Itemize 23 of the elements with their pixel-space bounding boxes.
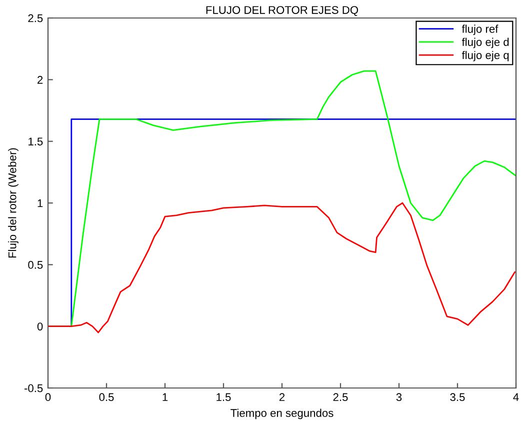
legend-label: flujo eje d <box>462 38 509 48</box>
x-tick-label: 1 <box>162 393 168 401</box>
legend-label: flujo ref <box>462 24 498 36</box>
y-tick-label: 0.5 <box>28 260 43 269</box>
y-tick-label: 1.5 <box>28 138 43 146</box>
y-tick-label: 2 <box>38 76 43 84</box>
legend-label: flujo eje q <box>462 50 509 62</box>
x-tick-label: 3.5 <box>450 393 465 402</box>
y-tick-label: -0.5 <box>24 384 43 392</box>
x-tick-label: 4 <box>513 393 519 401</box>
chart-title: FLUJO DEL ROTOR EJES DQ <box>206 6 358 16</box>
x-tick-label: 0.5 <box>99 393 114 402</box>
y-tick-label: 2.5 <box>28 14 43 22</box>
y-tick-label: 1 <box>38 199 43 208</box>
x-tick-label: 0 <box>45 393 51 402</box>
x-tick-label: 1.5 <box>216 393 231 402</box>
line-series <box>48 202 516 334</box>
y-tick-label: 0 <box>37 322 43 330</box>
y-axis-title: Flujo del rotor (Weber) <box>8 148 18 258</box>
x-tick-label: 2 <box>279 393 285 401</box>
x-tick-label: 3 <box>396 393 402 402</box>
x-tick-label: 2.5 <box>333 393 348 402</box>
x-axis-title: Tiempo en segundos <box>230 408 334 420</box>
